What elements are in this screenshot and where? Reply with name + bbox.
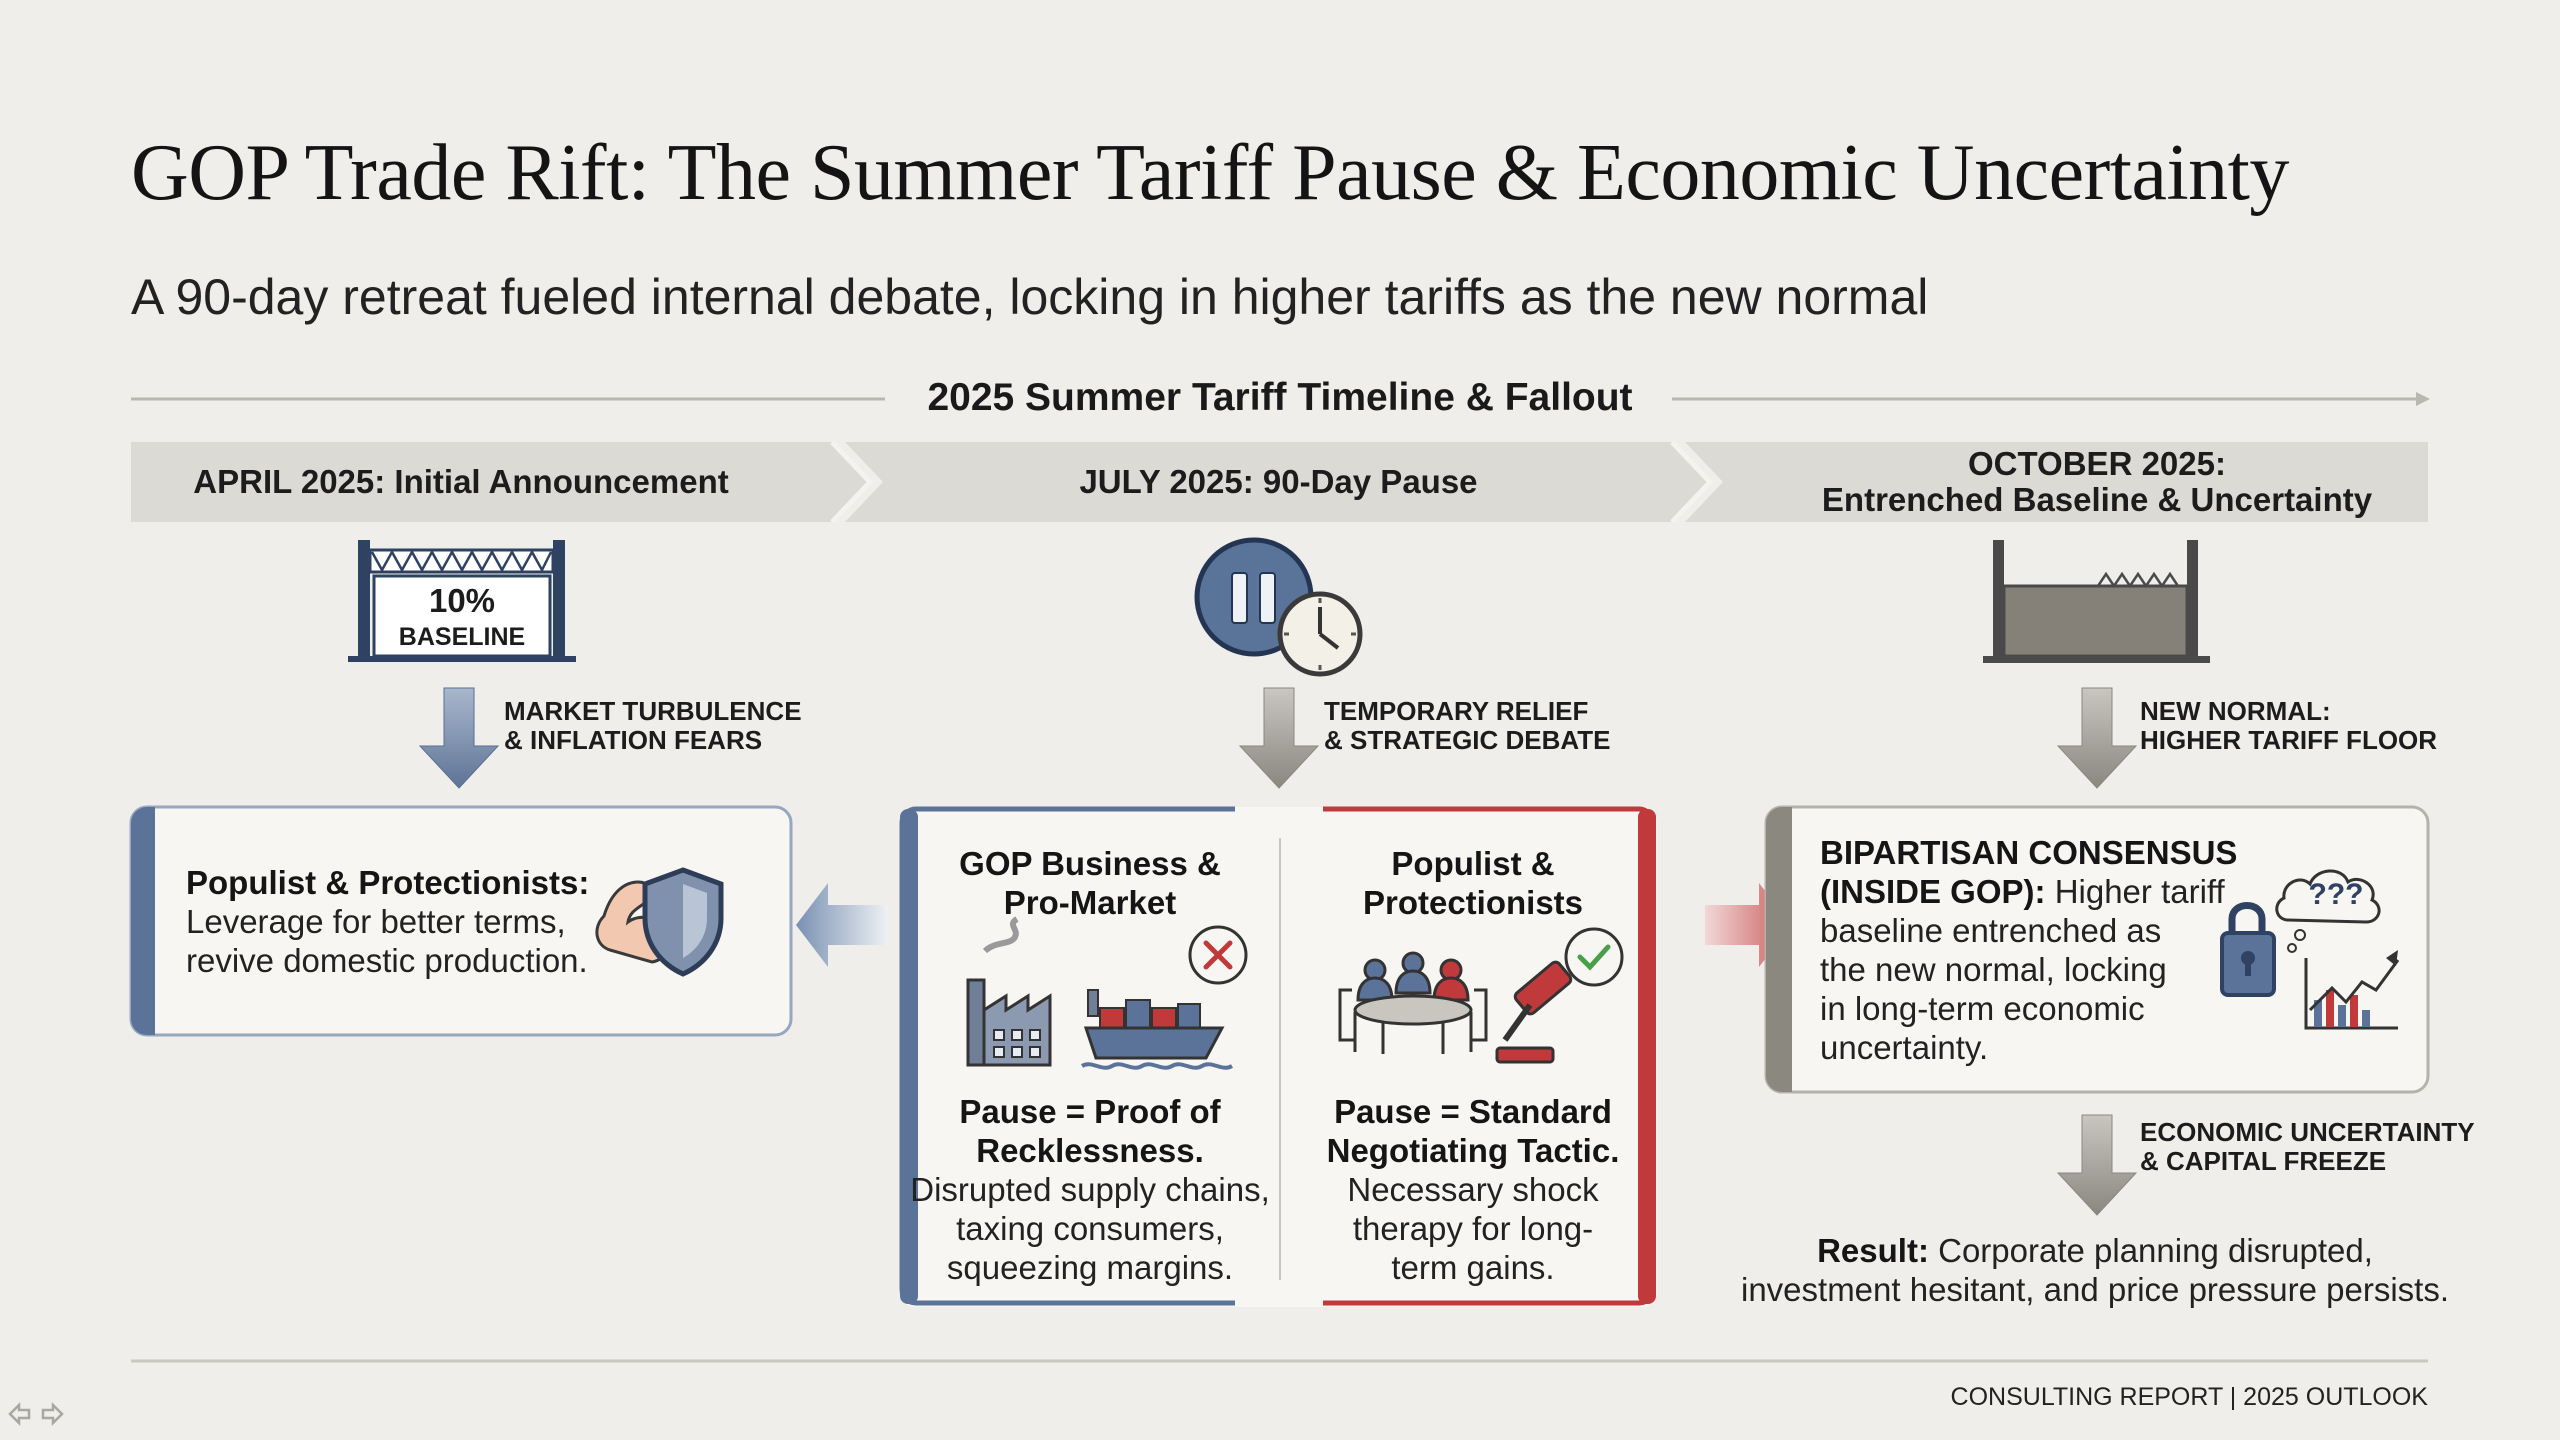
- stage-label-october: OCTOBER 2025: Entrenched Baseline & Unce…: [1766, 445, 2428, 519]
- arrow-label-october-line1: NEW NORMAL:: [2140, 696, 2331, 726]
- arrow-label-april: MARKET TURBULENCE & INFLATION FEARS: [504, 696, 802, 756]
- july-right-heading: Populist & Protectionists: [1300, 845, 1646, 923]
- july-right-body: Pause = Standard Negotiating Tactic. Nec…: [1290, 1093, 1656, 1288]
- timeline-title: 2025 Summer Tariff Timeline & Fallout: [927, 376, 1633, 419]
- x-mark-icon: [1188, 925, 1248, 985]
- down-arrow-july: [1238, 687, 1320, 789]
- arrow-label-result: ECONOMIC UNCERTAINTY & CAPITAL FREEZE: [2140, 1117, 2475, 1177]
- july-left-heading-line2: Pro-Market: [1003, 883, 1177, 921]
- october-card-line4: in long-term economic: [1820, 989, 2145, 1027]
- result-label: Result:: [1817, 1232, 1929, 1269]
- july-right-body-line2: therapy for long-: [1352, 1209, 1594, 1247]
- july-left-body: Pause = Proof of Recklessness. Disrupted…: [905, 1093, 1275, 1288]
- july-right-claim-line2: Negotiating Tactic.: [1326, 1131, 1620, 1169]
- gate-value: 10%: [428, 582, 496, 619]
- arrow-label-result-line2: & CAPITAL FREEZE: [2140, 1146, 2387, 1177]
- timeline-rule: [131, 392, 2430, 406]
- october-card-line3: the new normal, locking: [1820, 950, 2167, 988]
- april-card-heading: Populist & Protectionists:: [186, 864, 590, 901]
- october-card-line5: uncertainty.: [1820, 1028, 1989, 1066]
- july-right-heading-line2: Protectionists: [1362, 883, 1584, 921]
- july-right-body-line1: Necessary shock: [1347, 1170, 1599, 1208]
- down-arrow-result: [2056, 1114, 2138, 1216]
- arrow-label-july: TEMPORARY RELIEF & STRATEGIC DEBATE: [1324, 696, 1611, 756]
- july-left-body-line2: taxing consumers,: [956, 1209, 1224, 1247]
- october-card: [1764, 805, 2430, 1094]
- july-left-heading: GOP Business & Pro-Market: [925, 845, 1255, 923]
- check-mark-icon: [1564, 927, 1624, 987]
- july-card: [899, 806, 1657, 1307]
- stage-band: [131, 440, 2428, 524]
- result-text: Result: Corporate planning disrupted, in…: [1700, 1232, 2490, 1310]
- result-line1: Corporate planning disrupted,: [1938, 1232, 2373, 1269]
- factory-ship-icon: [966, 916, 1234, 1070]
- arrow-label-april-line2: & INFLATION FEARS: [504, 725, 763, 756]
- down-arrow-april: [418, 687, 500, 789]
- july-right-claim-line1: Pause = Standard: [1334, 1093, 1612, 1130]
- arrow-label-april-line1: MARKET TURBULENCE: [504, 696, 802, 726]
- arrow-label-july-line1: TEMPORARY RELIEF: [1324, 696, 1589, 726]
- stage-label-october-line2: Entrenched Baseline & Uncertainty: [1821, 481, 2373, 519]
- october-card-line2: baseline entrenched as: [1820, 911, 2162, 949]
- next-slide-icon: [41, 1401, 64, 1427]
- meeting-gavel-icon: [1338, 951, 1573, 1064]
- pause-clock-icon: [1194, 537, 1363, 677]
- stage-label-july: JULY 2025: 90-Day Pause: [1079, 463, 1478, 500]
- april-card-line2: revive domestic production.: [186, 941, 588, 979]
- down-arrow-october: [2056, 687, 2138, 789]
- muscle-shield-icon: [595, 867, 724, 977]
- july-left-body-line3: squeezing margins.: [946, 1248, 1234, 1286]
- october-card-text: BIPARTISAN CONSENSUS (INSIDE GOP): Highe…: [1820, 834, 2237, 1068]
- october-card-heading-line1: BIPARTISAN CONSENSUS: [1820, 834, 2238, 871]
- july-left-claim-line1: Pause = Proof of: [959, 1093, 1221, 1130]
- prev-slide-icon: [8, 1401, 31, 1427]
- arrow-label-october: NEW NORMAL: HIGHER TARIFF FLOOR: [2140, 696, 2438, 756]
- arrow-label-july-line2: & STRATEGIC DEBATE: [1324, 725, 1611, 756]
- result-line2: investment hesitant, and price pressure …: [1740, 1270, 2449, 1308]
- arrow-label-october-line2: HIGHER TARIFF FLOOR: [2140, 725, 2438, 756]
- july-left-heading-line1: GOP Business &: [959, 845, 1221, 882]
- footer-text: CONSULTING REPORT | 2025 OUTLOOK: [1950, 1383, 2428, 1411]
- april-card-line1: Leverage for better terms,: [186, 902, 566, 940]
- cloud-question-marks: ???: [2308, 878, 2364, 911]
- nav-arrows[interactable]: [8, 1401, 64, 1427]
- lock-uncertainty-icon: [2220, 869, 2400, 1030]
- july-right-heading-line1: Populist &: [1391, 845, 1555, 882]
- october-card-heading-line2: (INSIDE GOP):: [1820, 872, 2046, 910]
- entrenched-gate-icon: [1983, 540, 2210, 663]
- july-left-claim-line2: Recklessness.: [976, 1131, 1204, 1169]
- april-card-text: Populist & Protectionists: Leverage for …: [186, 864, 589, 981]
- arrow-label-result-line1: ECONOMIC UNCERTAINTY: [2140, 1117, 2475, 1147]
- page-title: GOP Trade Rift: The Summer Tariff Pause …: [131, 129, 2289, 217]
- july-left-body-line1: Disrupted supply chains,: [910, 1170, 1270, 1208]
- page-subtitle: A 90-day retreat fueled internal debate,…: [131, 269, 1929, 325]
- gate-label: BASELINE: [398, 623, 526, 651]
- stage-label-october-line1: OCTOBER 2025:: [1968, 445, 2226, 482]
- tariff-gate-icon: [348, 540, 576, 662]
- july-right-body-line3: term gains.: [1391, 1248, 1555, 1286]
- october-card-line1: Higher tariff: [2054, 872, 2225, 910]
- stage-label-april: APRIL 2025: Initial Announcement: [193, 463, 729, 500]
- april-card: [129, 805, 793, 1037]
- left-arrow-to-april: [796, 883, 888, 967]
